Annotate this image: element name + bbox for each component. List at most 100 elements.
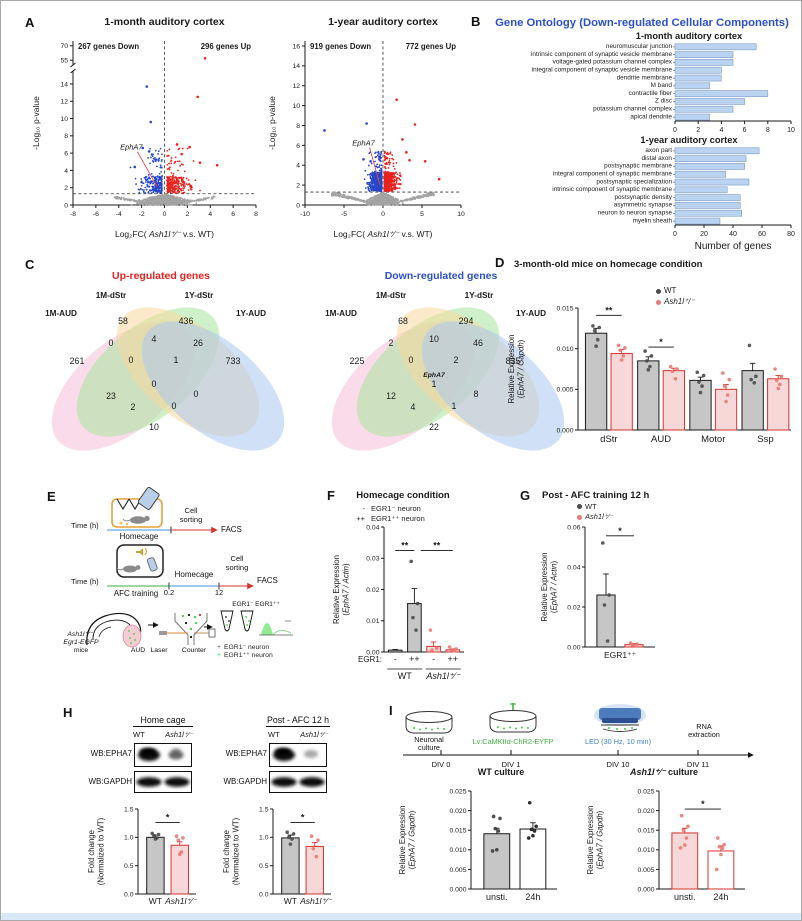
chart-text: 0.010 [556, 346, 573, 353]
chart-text: neuromuscular junction [606, 43, 673, 50]
timeline2-homecage-label: Homecage [174, 570, 214, 579]
panel-d-letter: D [495, 255, 505, 270]
counter-label: Counter [181, 647, 207, 654]
chart-text: (EphA7 / Gapdh) [596, 810, 605, 869]
led-dish-icon [594, 704, 646, 732]
homecage-blot-lanes: WT Ash1l⁺⁄⁻ [133, 730, 193, 739]
panel-g-legend: WT Ash1l⁺⁄⁻ [577, 502, 613, 522]
chart-text: 1-month auditory cortex [104, 16, 224, 28]
chart-text: Relative Expression [586, 806, 595, 875]
timeline1-time-label: Time (h) [71, 521, 99, 530]
chart-text: Log₂FC( Ash1l⁺⁄⁻ v.s. WT) [115, 229, 214, 239]
wb-epha7-blot-postafc [269, 743, 327, 767]
chart-text: Z disc [655, 98, 673, 105]
legend-item-mutant: Ash1l⁺⁄⁻ [577, 512, 613, 521]
chart-text: 0.06 [567, 524, 580, 531]
chart-text: 8 [64, 133, 68, 140]
chart-text: Relative Expression [540, 553, 549, 622]
chart-text: 12 [60, 99, 68, 106]
chart-text: 267 genes Down [78, 42, 139, 51]
chart-text: 261 [70, 356, 85, 366]
chart-text: 10 [429, 334, 439, 344]
chart-text: 0.02 [567, 604, 580, 611]
chart-text: 20 [700, 231, 708, 238]
chart-text: -Log₁₀ p-value [31, 96, 41, 150]
chart-text: -6 [93, 211, 99, 218]
chart-text: 1 [432, 379, 437, 389]
timeline2-cellsorting-label: Cell sorting [225, 554, 249, 572]
chart-text: 1Y-AUD [236, 309, 266, 318]
wt-dot-icon [577, 504, 582, 510]
arrow-icon [148, 622, 159, 628]
chart-text: 8 [766, 127, 770, 134]
chart-text: Ash1l⁺⁄⁻ [299, 896, 333, 906]
chart-text: 436 [179, 316, 194, 326]
timeline1-cellsorting-label: Cell sorting [179, 506, 203, 524]
wb-gapdh-blot-postafc [269, 771, 327, 793]
legend-item-wt: WT [577, 502, 613, 511]
chart-text: 2 [296, 183, 300, 190]
chart-text: 0 [296, 202, 300, 209]
chart-text: 0.04 [366, 524, 379, 531]
chart-text: 1.5 [124, 806, 134, 813]
chart-text: 0.0 [259, 891, 269, 898]
timeline2 [107, 582, 254, 590]
chart-text: * [659, 337, 663, 347]
chart-text: WT [149, 896, 162, 906]
go-title: Gene Ontology (Down-regulated Cellular C… [495, 17, 789, 29]
chart-text: 6 [64, 151, 68, 158]
ash-culture-barchart: 0.000 0.005 0.010 0.015 0.020 0.025 Relative E… [586, 788, 745, 902]
chart-text: unsti. [674, 892, 696, 902]
chart-text: WT [398, 671, 412, 681]
panel-d-legend: WT Ash1l⁺/⁻ [656, 286, 695, 307]
legend-item-wt: WT [656, 286, 695, 296]
chart-text: distal axon [641, 155, 672, 162]
facs-sorter-icon [159, 613, 216, 645]
chart-text: contractile fiber [629, 90, 673, 97]
chart-text: EGR1⁺⁺ [604, 650, 637, 660]
chart-text: 1Y-dStr [185, 291, 214, 300]
chart-text: EphA7 [423, 372, 446, 379]
chart-text: M band [651, 82, 673, 89]
chart-text: 919 genes Down [310, 42, 371, 51]
chart-text: unsti. [486, 892, 508, 902]
timeline2-time-label: Time (h) [71, 577, 99, 586]
chart-text: 55 [60, 58, 68, 65]
chart-text: -4 [116, 211, 122, 218]
chart-text: 2 [389, 338, 394, 348]
chart-text: 58 [118, 316, 128, 326]
wb-epha7-label: WB:EPHA7 [225, 749, 267, 758]
panel-f-letter: F [327, 488, 335, 503]
chart-text: 2 [64, 185, 68, 192]
legend-egr1-neg: - EGR1⁻ neuron [362, 504, 421, 513]
chart-text: 2 [131, 402, 136, 412]
legend-egr1-pos: ++ EGR1⁺⁺ neuron [356, 514, 425, 524]
chart-text: 0.005 [556, 387, 573, 394]
chart-text: 22 [429, 422, 439, 432]
chart-text: 835 [506, 356, 521, 366]
chart-text: -Log₁₀ p-value [267, 96, 277, 150]
panel-e-letter: E [47, 489, 56, 504]
chart-text: 0 [409, 355, 414, 365]
afc-cage-icon [116, 544, 164, 578]
chart-text: 0.005 [637, 867, 654, 874]
chart-text: 0.025 [637, 788, 654, 795]
egr1-neg-legend-row: + EGR1⁻ neuron [217, 644, 270, 651]
chart-text: 0 [673, 127, 677, 134]
wb-gapdh-blot-homecage [134, 771, 192, 793]
chart-text: (EphA7 / Gapdh) [408, 810, 417, 869]
chart-text: 1.0 [124, 835, 134, 842]
step-neuronal-culture: Neuronal culture [414, 735, 444, 753]
chart-text: 0.025 [449, 788, 466, 795]
region-expression-barchart: 0.000 0.005 0.010 0.015 Relative Expression(… [507, 305, 791, 445]
chart-text: 10 [787, 127, 795, 134]
aud-label: AUD [130, 647, 146, 654]
postafc-blot-lanes: WT Ash1l⁺⁄⁻ [268, 730, 328, 739]
chart-text: integral component of synaptic membrane [553, 171, 672, 178]
chart-text: 1.0 [259, 835, 269, 842]
go-barchart-1-month: 1-month auditory cortex neuromuscular jun… [531, 31, 795, 134]
div1-label: DIV 1 [501, 760, 521, 769]
wt-culture-title: WT culture [477, 767, 525, 777]
egr1-pos-legend-row: + EGR1⁺⁺ neuron [217, 652, 273, 660]
